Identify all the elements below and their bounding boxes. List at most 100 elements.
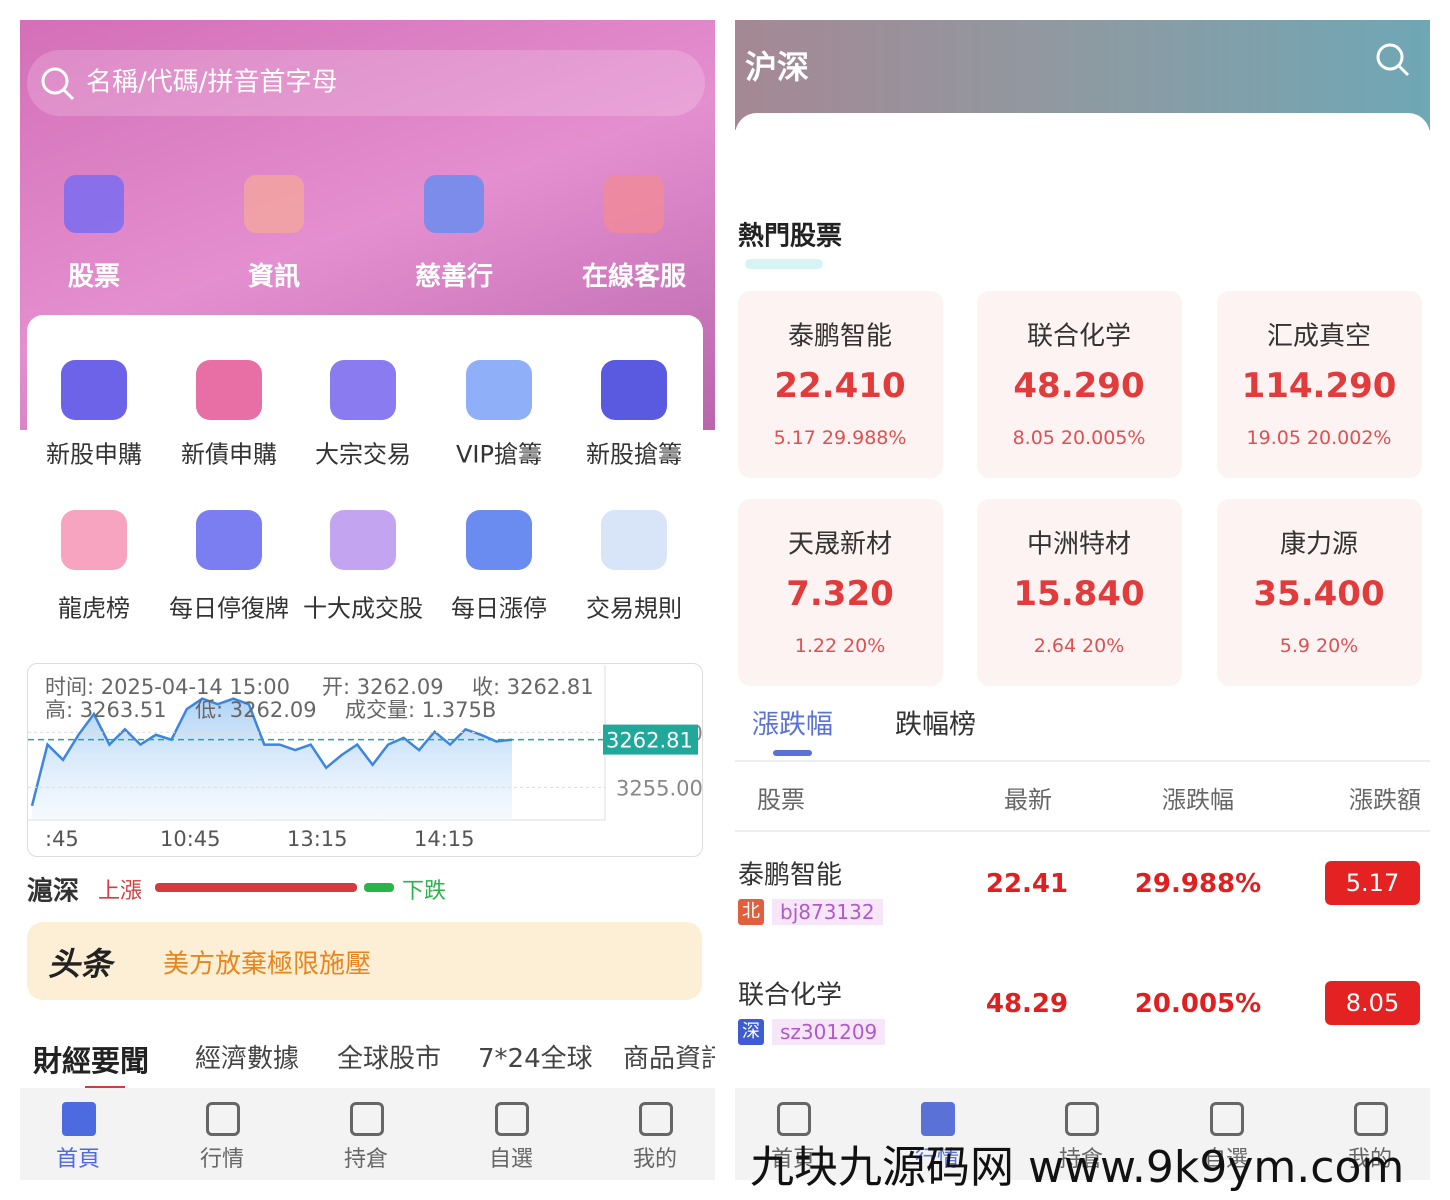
menu-label[interactable]: 慈善行 xyxy=(414,262,494,292)
menu-icon[interactable] xyxy=(604,175,664,233)
tabs-clip: 財經要聞 經濟數據 全球股市 7*24全球 商品資訊 xyxy=(20,1030,715,1088)
hot-card[interactable] xyxy=(977,499,1182,686)
grid-label[interactable]: 每日漲停 xyxy=(451,594,547,623)
news-tab[interactable]: 商品資訊 xyxy=(623,1044,715,1074)
news-tab[interactable]: 財經要聞 xyxy=(33,1044,150,1078)
tab-active[interactable]: 漲跌幅 xyxy=(752,709,833,741)
hot-change: 2.64 20% xyxy=(1034,635,1125,657)
nav-icon[interactable] xyxy=(350,1102,384,1136)
headline-box[interactable] xyxy=(27,922,702,1000)
hot-price: 15.840 xyxy=(1013,574,1145,614)
grid-icon[interactable] xyxy=(330,360,396,420)
market-badge: 北 xyxy=(738,899,764,925)
hot-pct: 20% xyxy=(1082,635,1125,657)
menu-icon[interactable] xyxy=(244,175,304,233)
market-badge: 深 xyxy=(738,1019,764,1045)
grid-label[interactable]: 交易規則 xyxy=(586,594,682,623)
menu-label[interactable]: 資訊 xyxy=(247,262,301,292)
nav-icon[interactable] xyxy=(1210,1102,1244,1136)
nav-icon[interactable] xyxy=(1065,1102,1099,1136)
nav-icon[interactable] xyxy=(495,1102,529,1136)
menu-label[interactable]: 股票 xyxy=(67,262,121,292)
headline-tag: 头条 xyxy=(48,945,113,983)
index-chart: 3255.003264.003262.81:4510:4513:1514:15时… xyxy=(28,665,703,851)
nav-label[interactable]: 首頁 xyxy=(770,1147,816,1172)
grid-icon[interactable] xyxy=(61,510,127,570)
nav-label[interactable]: 我的 xyxy=(632,1147,678,1172)
news-tab[interactable]: 全球股市 xyxy=(337,1044,442,1074)
hot-underline xyxy=(745,259,823,269)
grid-icon[interactable] xyxy=(196,360,262,420)
grid-icon[interactable] xyxy=(330,510,396,570)
right-title: 沪深 xyxy=(745,48,810,86)
nav-icon[interactable] xyxy=(1354,1102,1388,1136)
search-icon[interactable] xyxy=(1375,42,1411,78)
nav-label[interactable]: 持倉 xyxy=(343,1147,389,1172)
hot-card[interactable] xyxy=(738,499,943,686)
grid-icon[interactable] xyxy=(601,510,667,570)
stock-code: bj873132 xyxy=(772,899,883,925)
table-header: 漲跌額 xyxy=(1349,786,1421,814)
nav-label[interactable]: 我的 xyxy=(1347,1147,1393,1172)
hot-card[interactable] xyxy=(1217,499,1422,686)
nav-icon[interactable] xyxy=(639,1102,673,1136)
hot-name: 天晟新材 xyxy=(787,529,893,560)
hot-change-value: 5.9 xyxy=(1279,635,1310,657)
table-header: 股票 xyxy=(757,786,805,814)
stock-change: 5.17 xyxy=(1325,861,1420,905)
tab-underline xyxy=(773,750,812,756)
news-tab[interactable]: 經濟數據 xyxy=(195,1044,300,1074)
grid-icon[interactable] xyxy=(196,510,262,570)
hot-card[interactable] xyxy=(738,291,943,478)
hot-price: 22.410 xyxy=(774,366,906,406)
grid-label[interactable]: 新股申購 xyxy=(46,440,142,469)
x-tick-label: 14:15 xyxy=(414,827,475,851)
news-tab[interactable]: 7*24全球 xyxy=(478,1044,593,1074)
stock-change: 8.05 xyxy=(1325,981,1420,1025)
grid-label[interactable]: 十大成交股 xyxy=(303,594,423,623)
grid-label[interactable]: 大宗交易 xyxy=(315,440,411,469)
grid-label[interactable]: 龍虎榜 xyxy=(58,594,130,623)
hot-card[interactable] xyxy=(1217,291,1422,478)
nav-icon[interactable] xyxy=(777,1102,811,1136)
nav-icon[interactable] xyxy=(206,1102,240,1136)
nav-label[interactable]: 行情 xyxy=(914,1147,960,1172)
nav-icon[interactable] xyxy=(921,1102,955,1136)
up-down-bar xyxy=(155,883,357,892)
grid-icon[interactable] xyxy=(61,360,127,420)
grid-label[interactable]: 每日停復牌 xyxy=(169,594,289,623)
stock-name: 泰鹏智能 xyxy=(738,860,843,891)
nav-label[interactable]: 持倉 xyxy=(1058,1147,1104,1172)
stock-code: sz301209 xyxy=(772,1019,886,1045)
hot-card[interactable] xyxy=(977,291,1182,478)
watermark: 九块九源码网 www.9k9ym.com xyxy=(750,1142,1405,1193)
grid-label[interactable]: VIP搶籌 xyxy=(456,440,542,469)
search-icon xyxy=(41,67,75,101)
nav-label[interactable]: 行情 xyxy=(199,1147,245,1172)
nav-icon[interactable] xyxy=(62,1102,96,1136)
current-box xyxy=(603,724,698,755)
tab[interactable]: 跌幅榜 xyxy=(895,709,976,741)
grid-icon[interactable] xyxy=(466,510,532,570)
menu-icon[interactable] xyxy=(64,175,124,233)
nav-label[interactable]: 自選 xyxy=(488,1147,534,1172)
grid-label[interactable]: 新股搶籌 xyxy=(586,440,682,469)
menu-icon[interactable] xyxy=(424,175,484,233)
market-name: 滬深 xyxy=(27,876,80,907)
up-label: 上漲 xyxy=(98,879,143,904)
nav-label[interactable]: 首頁 xyxy=(55,1147,101,1172)
grid-label[interactable]: 新債申購 xyxy=(181,440,277,469)
nav-label[interactable]: 自選 xyxy=(1203,1147,1249,1172)
hot-change: 8.05 20.005% xyxy=(1013,427,1146,449)
menu-label[interactable]: 在線客服 xyxy=(581,262,687,292)
hot-change-value: 1.22 xyxy=(794,635,838,657)
search-bar[interactable] xyxy=(27,50,705,116)
table-header: 最新 xyxy=(1004,786,1052,814)
grid-icon[interactable] xyxy=(466,360,532,420)
divider xyxy=(735,830,1430,832)
hot-change: 19.05 20.002% xyxy=(1247,427,1392,449)
hot-name: 联合化学 xyxy=(1026,321,1132,352)
search-placeholder: 名稱/代碼/拼音首字母 xyxy=(86,67,338,98)
grid-icon[interactable] xyxy=(601,360,667,420)
